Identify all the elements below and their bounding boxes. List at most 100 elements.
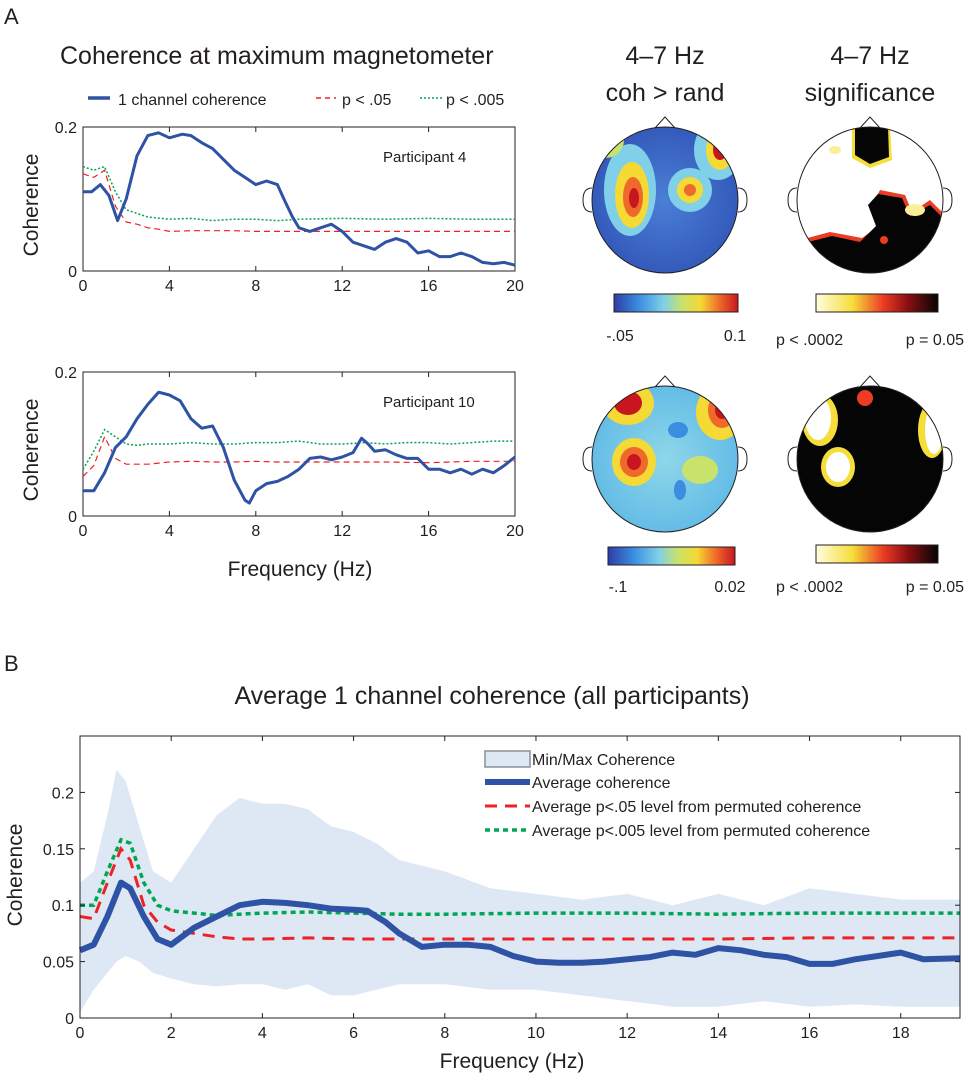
y-tick-label: 0.05 (43, 955, 74, 972)
legend-band-swatch (484, 750, 531, 768)
data-lines (82, 131, 516, 267)
y-axis-label: Coherence (20, 154, 43, 257)
x-tick-label: 14 (709, 1025, 727, 1042)
nose (654, 375, 676, 388)
series-line-dashed (79, 845, 960, 941)
panel-b-label: B (4, 651, 19, 676)
series-line-solid (83, 390, 516, 505)
x-tick-label: 12 (618, 1025, 636, 1042)
left-ear (582, 446, 593, 472)
colorbar-gradient (607, 546, 736, 566)
x-tick-label: 12 (333, 278, 351, 295)
y-tick-label: 0 (68, 509, 77, 526)
colorbar-min-label: -.05 (606, 328, 634, 345)
legend-average-label: Average coherence (532, 775, 671, 792)
data-lines (78, 837, 961, 967)
topo-title-1-line2: coh > rand (606, 79, 725, 107)
series-line-dotted (82, 165, 515, 222)
right-ear (942, 187, 953, 213)
x-tick-label: 0 (79, 278, 88, 295)
x-tick-label: 20 (506, 523, 524, 540)
panel-a-legend: 1 channel coherence p < .05 p < .005 (88, 92, 504, 109)
x-tick-label: 6 (349, 1025, 358, 1042)
data-lines (82, 390, 516, 505)
x-tick-label: 0 (79, 523, 88, 540)
nose (859, 375, 881, 388)
y-tick-label: 0.2 (55, 365, 77, 382)
colorbar-gradient (613, 293, 739, 313)
colorbar-min-label: -.1 (609, 579, 628, 596)
chart-participant-10: 0 4 8 12 16 20 0 0.2 Participant 10 Coherence F… (20, 365, 524, 581)
nose (654, 116, 676, 129)
topo-title-1-line1: 4–7 Hz (625, 42, 704, 70)
colorbar-gradient (815, 293, 939, 313)
colorbar-coh-participant-10: -.1 0.02 (607, 546, 746, 596)
topomap-significance-participant-10 (787, 375, 953, 533)
y-tick-label: 0.2 (52, 785, 74, 802)
y-axis-label: Coherence (20, 399, 43, 502)
y-tick-label: 0 (68, 264, 77, 281)
axis-ticks: 0 2 4 6 8 10 12 14 16 18 0 0.05 0.1 0.15 0.2 (43, 736, 960, 1042)
x-tick-label: 16 (801, 1025, 819, 1042)
chart-annotation: Participant 4 (383, 149, 466, 166)
right-ear (942, 446, 953, 472)
y-tick-label: 0 (65, 1011, 74, 1028)
head-outline (591, 385, 739, 533)
axis-ticks: 0 4 8 12 16 20 0 0.2 (55, 365, 524, 540)
legend-p05-label: Average p<.05 level from permuted cohere… (532, 799, 861, 816)
topomap-coh-participant-4 (582, 116, 748, 274)
x-tick-label: 4 (165, 278, 174, 295)
y-tick-label: 0.15 (43, 842, 74, 859)
x-axis-label: Frequency (Hz) (440, 1050, 585, 1073)
nose (859, 116, 881, 129)
legend-main-label: 1 channel coherence (118, 92, 267, 109)
colorbar-gradient (815, 544, 939, 564)
colorbar-max-label: p = 0.05 (906, 332, 964, 349)
colorbar-min-label: p < .0002 (776, 332, 843, 349)
head-outline (591, 126, 739, 274)
x-tick-label: 16 (420, 278, 438, 295)
x-tick-label: 2 (167, 1025, 176, 1042)
x-tick-label: 16 (420, 523, 438, 540)
axis-ticks: 0 4 8 12 16 20 0 0.2 (55, 120, 524, 295)
y-axis-label: Coherence (4, 824, 27, 927)
x-tick-label: 8 (251, 523, 260, 540)
x-tick-label: 18 (892, 1025, 910, 1042)
series-line-dashed (82, 169, 515, 233)
legend-band-label: Min/Max Coherence (532, 752, 675, 769)
x-tick-label: 12 (333, 523, 351, 540)
legend-p005-label: p < .005 (446, 92, 504, 109)
topomap-coh-participant-10 (582, 375, 748, 533)
right-ear (737, 446, 748, 472)
x-tick-label: 8 (251, 278, 260, 295)
plot-frame (82, 371, 516, 517)
colorbar-significance-participant-4: p < .0002 p = 0.05 (776, 293, 964, 349)
colorbar-max-label: 0.02 (714, 579, 745, 596)
plot-frame (79, 735, 961, 1019)
legend-p05-label: p < .05 (342, 92, 391, 109)
y-tick-label: 0.2 (55, 120, 77, 137)
x-tick-label: 20 (506, 278, 524, 295)
series-line-solid (78, 879, 961, 967)
chart-participant-4: 0 4 8 12 16 20 0 0.2 Participant 4 Coherence (20, 120, 524, 295)
chart-average-coherence: 0 2 4 6 8 10 12 14 16 18 0 0.05 0.1 0.15 0.2 Coherence… (4, 735, 961, 1073)
panel-b-title: Average 1 channel coherence (all partici… (234, 682, 749, 710)
x-tick-label: 4 (258, 1025, 267, 1042)
panel-a-title: Coherence at maximum magnetometer (60, 42, 494, 70)
right-ear (737, 187, 748, 213)
head-outline (796, 126, 944, 274)
left-ear (787, 187, 798, 213)
plot-frame (82, 126, 516, 272)
series-line-dotted (80, 837, 960, 918)
panel-a-label: A (4, 4, 19, 29)
x-tick-label: 0 (76, 1025, 85, 1042)
x-axis-label: Frequency (Hz) (228, 558, 373, 581)
colorbar-min-label: p < .0002 (776, 579, 843, 596)
colorbar-max-label: 0.1 (724, 328, 746, 345)
topomap-significance-participant-4 (787, 116, 953, 274)
x-tick-label: 4 (165, 523, 174, 540)
head-outline (796, 385, 944, 533)
x-tick-label: 8 (440, 1025, 449, 1042)
legend-p005-label: Average p<.005 level from permuted coher… (532, 823, 870, 840)
colorbar-coh-participant-4: -.05 0.1 (606, 293, 746, 345)
